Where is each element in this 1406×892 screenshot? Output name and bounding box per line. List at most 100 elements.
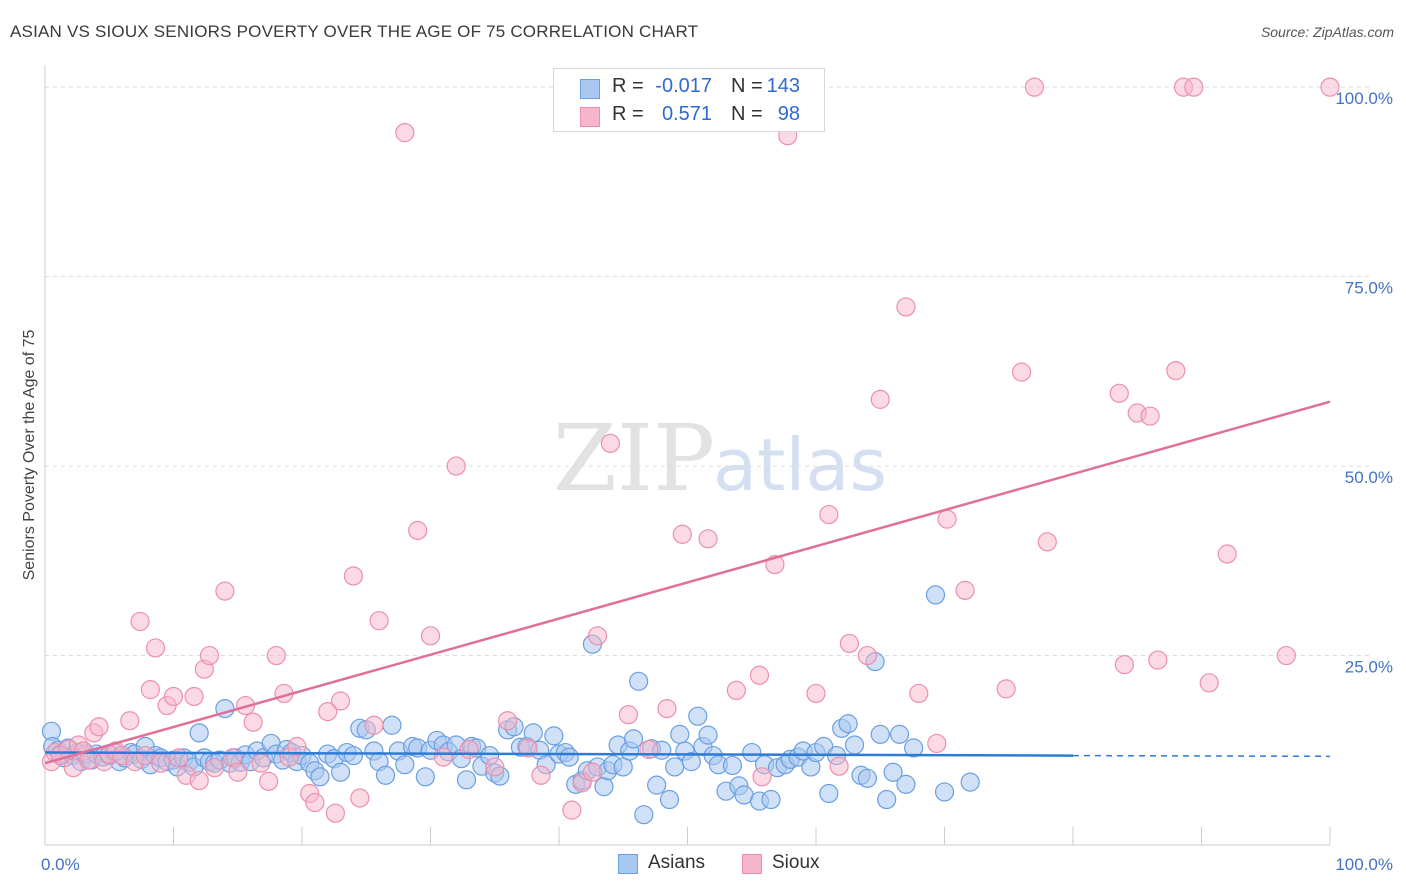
sioux-point [806, 683, 826, 704]
source-label: Source: ZipAtlas.com [1260, 24, 1394, 40]
series-legend: Asians Sioux [0, 852, 1406, 876]
asian-point [896, 774, 916, 794]
sioux-point [485, 757, 505, 777]
sioux-point [420, 626, 441, 646]
sioux-point [1166, 360, 1186, 381]
watermark-atlas: atlas [713, 423, 887, 507]
sioux-point [266, 645, 286, 666]
asian-point [722, 755, 743, 776]
asian-point [395, 755, 415, 775]
n-label: N = [731, 103, 763, 125]
sioux-point [408, 520, 428, 541]
sioux-point [749, 665, 770, 685]
sioux-point [587, 626, 608, 646]
sioux-point [1024, 77, 1045, 97]
asians-legend-swatch [618, 854, 638, 874]
sioux-point [215, 581, 235, 601]
r-value: -0.017 [655, 75, 712, 97]
asian-point [189, 723, 209, 743]
sioux-point [829, 756, 849, 776]
sioux-point [1114, 655, 1135, 675]
asian-point [382, 715, 402, 735]
legend-row-sioux: R = 0.571 N = 98 [554, 101, 824, 131]
sioux-point [698, 529, 718, 549]
asian-trend-line [44, 751, 1074, 757]
sioux-point [169, 748, 189, 768]
sioux-point [657, 698, 677, 719]
asian-point [647, 775, 667, 795]
asian-point [904, 738, 924, 758]
trend-lines [44, 400, 1331, 765]
x-tick-label: 0.0% [41, 855, 80, 874]
sioux-point [870, 389, 890, 409]
sioux-point [305, 792, 325, 813]
sioux-point [1217, 544, 1237, 564]
sioux-point [1184, 77, 1204, 97]
asian-points [41, 585, 980, 825]
asian-point [844, 735, 865, 755]
sioux-point [909, 683, 929, 704]
correlation-legend: R = -0.017 N = 143 R = 0.571 N = 98 [553, 68, 825, 132]
x-tick-label: 100.0% [1335, 855, 1393, 874]
asian-trend-extension [1072, 754, 1331, 758]
sioux-point [318, 702, 338, 722]
sioux-swatch [580, 107, 600, 127]
sioux-point [364, 715, 384, 735]
sioux-point [120, 711, 140, 731]
sioux-point [672, 524, 692, 544]
r-label: R = [612, 103, 644, 125]
asian-point [343, 745, 363, 766]
sioux-point [1140, 406, 1160, 426]
y-tick-label: 75.0% [1345, 279, 1393, 298]
sioux-point [135, 745, 155, 766]
y-tick-label: 25.0% [1345, 658, 1393, 677]
n-value: 98 [777, 103, 800, 125]
asian-point [310, 767, 330, 787]
sioux-point [927, 733, 947, 754]
asian-point [742, 742, 762, 763]
sioux-point [343, 566, 363, 586]
sioux-point [562, 800, 582, 820]
asian-point [934, 782, 955, 802]
asian-point [415, 767, 435, 787]
asian-point [559, 747, 579, 767]
asians-legend-label: Asians [648, 852, 706, 873]
sioux-point [163, 686, 184, 707]
y-tick-label: 50.0% [1345, 468, 1393, 487]
asian-point [456, 770, 477, 790]
sioux-point [89, 717, 109, 737]
chart-title: ASIAN VS SIOUX SENIORS POVERTY OVER THE … [10, 22, 699, 41]
sioux-point [752, 767, 772, 787]
sioux-point [189, 770, 209, 791]
asian-point [375, 765, 396, 785]
sioux-point [459, 739, 479, 760]
sioux-point [330, 691, 351, 711]
sioux-point [996, 679, 1016, 699]
asians-swatch [580, 79, 600, 99]
sioux-point [433, 747, 453, 767]
legend-row-asians: R = -0.017 N = 143 [554, 73, 824, 103]
asian-point [544, 726, 564, 746]
watermark-zip: ZIP [553, 405, 715, 512]
asian-point [883, 762, 903, 782]
sioux-point [258, 771, 279, 791]
sioux-point [395, 123, 415, 143]
sioux-legend-label: Sioux [772, 852, 820, 873]
sioux-point [937, 509, 957, 529]
asian-point [761, 789, 781, 810]
sioux-point [251, 753, 271, 773]
sioux-legend-swatch [742, 854, 762, 874]
asian-point [659, 789, 680, 810]
sioux-point [531, 765, 551, 785]
sioux-point [151, 753, 171, 773]
n-label: N = [731, 75, 763, 97]
asian-point [330, 762, 351, 782]
sioux-point [184, 686, 204, 707]
sioux-point [819, 504, 839, 525]
sioux-point [518, 738, 538, 758]
asian-point [698, 725, 718, 745]
sioux-point [1199, 673, 1219, 693]
sioux-point [726, 680, 746, 701]
sioux-point [140, 680, 160, 700]
sioux-point [446, 456, 466, 476]
